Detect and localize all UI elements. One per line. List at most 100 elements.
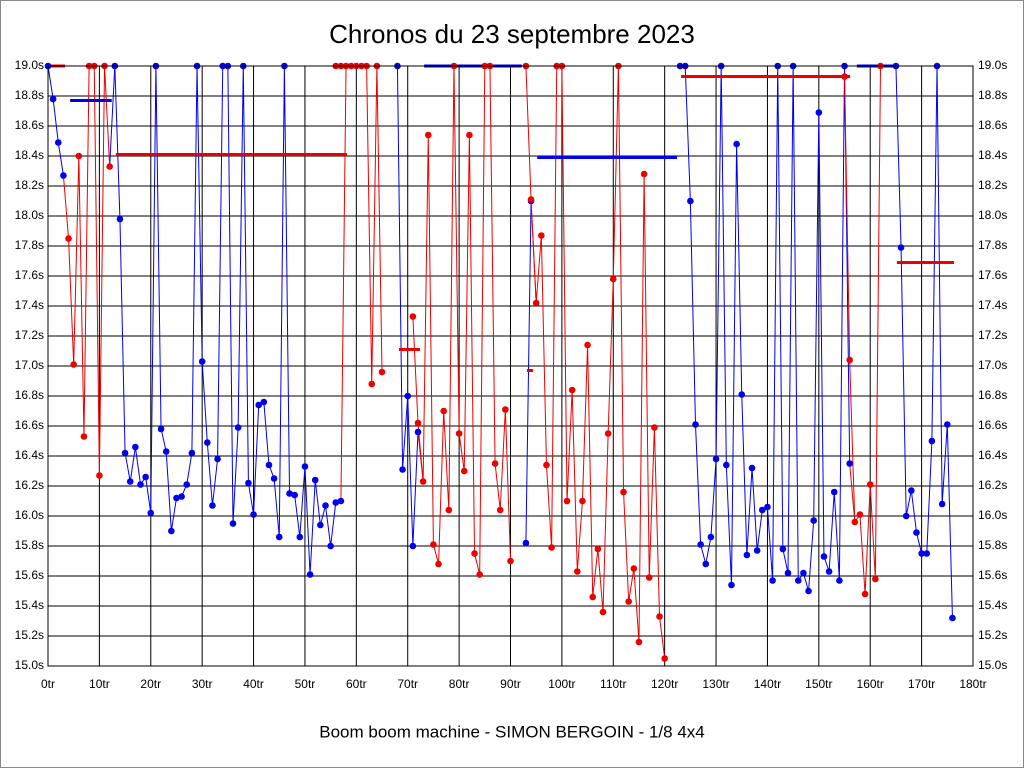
point — [378, 368, 386, 376]
point — [106, 163, 113, 170]
y-tick-label: 19.0s — [15, 58, 44, 72]
point — [579, 497, 586, 505]
point — [147, 509, 155, 517]
y2-tick-label: 18.6s — [978, 118, 1007, 132]
point — [640, 170, 648, 178]
y2-tick-label: 18.0s — [978, 208, 1007, 222]
y2-tick-label: 15.2s — [978, 628, 1007, 642]
point — [784, 569, 792, 577]
x-tick-label: 70tr — [397, 677, 418, 691]
point — [753, 547, 761, 554]
y-tick-label: 16.0s — [15, 508, 44, 522]
point — [604, 430, 612, 437]
y-tick-label: 17.6s — [15, 268, 44, 282]
chart-footer: Boom boom machine - SIMON BERGOIN - 1/8 … — [319, 722, 704, 741]
y-tick-label: 18.8s — [15, 88, 44, 102]
y-tick-label: 15.6s — [15, 568, 44, 582]
point — [759, 506, 766, 514]
point — [625, 598, 632, 605]
point — [157, 425, 165, 433]
point — [820, 553, 828, 560]
point — [476, 571, 483, 578]
point — [872, 575, 879, 583]
point — [800, 569, 807, 577]
point — [527, 196, 535, 203]
point — [532, 299, 540, 307]
point — [255, 401, 262, 409]
point — [126, 478, 134, 485]
x-tick-label: 80tr — [449, 677, 470, 691]
point — [311, 476, 319, 484]
point — [455, 430, 463, 437]
x-tick-label: 130tr — [702, 677, 729, 691]
point — [856, 511, 864, 518]
point — [132, 443, 139, 451]
y-tick-label: 15.0s — [15, 658, 44, 672]
point — [687, 197, 694, 205]
point — [645, 574, 653, 581]
point — [162, 448, 170, 455]
point — [769, 577, 776, 584]
point — [229, 520, 237, 527]
point — [825, 568, 833, 575]
series-connector — [62, 175, 70, 239]
point — [275, 533, 283, 541]
x-tick-label: 100tr — [548, 677, 575, 691]
y2-tick-label: 16.8s — [978, 388, 1007, 402]
point — [743, 551, 751, 559]
point — [270, 475, 278, 482]
point — [584, 341, 591, 349]
y-tick-label: 17.4s — [15, 298, 44, 312]
y-tick-label: 17.2s — [15, 328, 44, 342]
point — [70, 361, 77, 368]
point — [435, 560, 442, 568]
point — [337, 497, 345, 505]
point — [841, 73, 848, 80]
y2-tick-label: 16.6s — [978, 418, 1007, 432]
point — [949, 614, 956, 622]
point — [923, 550, 931, 557]
point — [301, 463, 309, 470]
point — [815, 109, 823, 116]
x-tick-label: 140tr — [754, 677, 781, 691]
point — [327, 542, 334, 550]
y2-tick-label: 18.2s — [978, 178, 1007, 192]
point — [609, 275, 617, 283]
point — [491, 460, 499, 467]
point — [75, 152, 83, 160]
y2-tick-label: 16.0s — [978, 508, 1007, 522]
point — [65, 235, 72, 242]
y-tick-label: 16.8s — [15, 388, 44, 402]
point — [291, 491, 298, 499]
point — [471, 550, 478, 557]
point — [440, 407, 447, 415]
y-tick-label: 16.2s — [15, 478, 44, 492]
point — [430, 541, 437, 548]
point — [656, 613, 663, 620]
point — [234, 424, 242, 431]
point — [548, 544, 555, 551]
y-tick-label: 17.0s — [15, 358, 44, 372]
y2-tick-label: 19.0s — [978, 58, 1007, 72]
point — [424, 131, 432, 139]
y2-tick-label: 17.8s — [978, 238, 1007, 252]
x-tick-label: 20tr — [140, 677, 161, 691]
plot-border — [47, 65, 974, 667]
y-tick-label: 15.8s — [15, 538, 44, 552]
point — [332, 499, 340, 506]
y-tick-label: 16.4s — [15, 448, 44, 462]
point — [250, 511, 257, 518]
y2-tick-label: 16.4s — [978, 448, 1007, 462]
point — [944, 421, 951, 428]
point — [599, 608, 607, 616]
point — [563, 497, 571, 505]
point — [651, 424, 658, 431]
point — [409, 313, 417, 320]
point — [538, 232, 545, 239]
point — [574, 568, 581, 575]
y-tick-label: 18.6s — [15, 118, 44, 132]
point — [142, 473, 149, 481]
point — [794, 577, 802, 584]
point — [178, 493, 185, 500]
